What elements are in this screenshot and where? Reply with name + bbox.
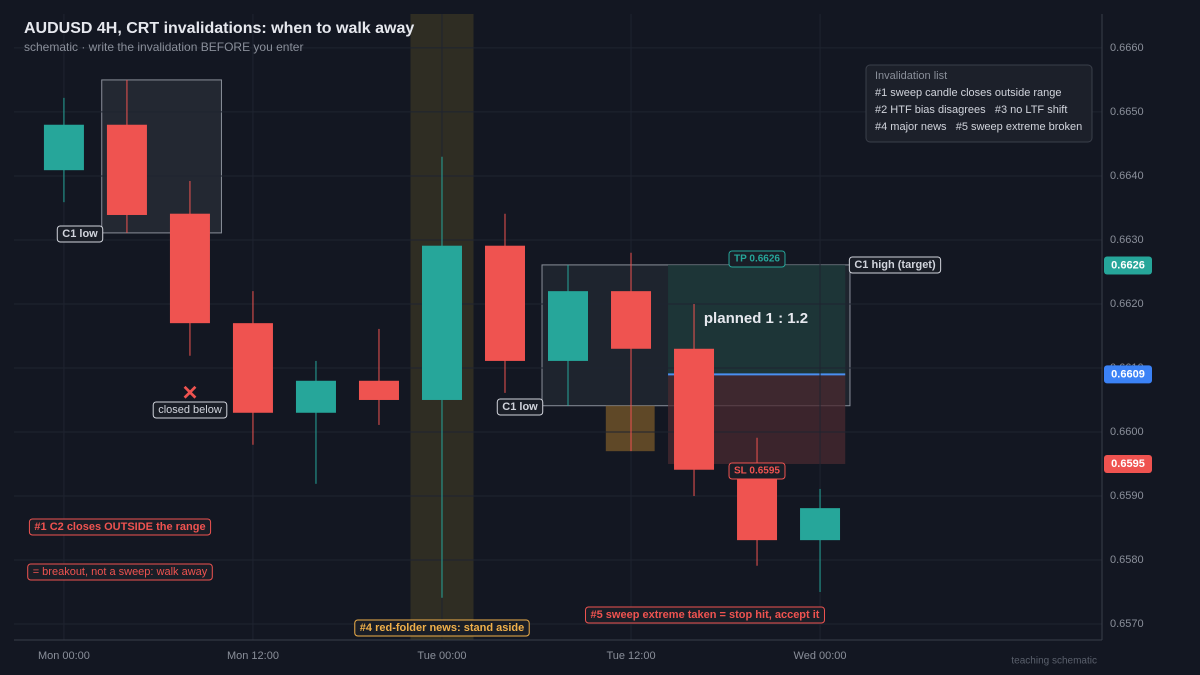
- marks: [43, 79, 841, 598]
- candle-body: [548, 291, 589, 361]
- candle-body: [232, 323, 273, 413]
- y-tick-label: 0.6620: [1110, 298, 1144, 310]
- x-tick-label: Wed 00:00: [794, 650, 847, 662]
- annotation: #1 C2 closes OUTSIDE the range: [34, 521, 205, 533]
- annotation: teaching schematic: [1011, 656, 1097, 667]
- candle-body: [43, 124, 84, 171]
- legend-item: #4 major news #5 sweep extreme broken: [875, 121, 1082, 133]
- annotation: closed below: [158, 404, 222, 416]
- annotation-box: [28, 518, 212, 536]
- y-tick-label: 0.6650: [1110, 106, 1144, 118]
- chart-title: AUDUSD 4H, CRT invalidations: when to wa…: [24, 20, 414, 37]
- candle-body: [358, 380, 399, 400]
- price-tag-label: 0.6595: [1111, 458, 1145, 470]
- candle-body: [737, 469, 778, 541]
- candle-body: [421, 245, 462, 400]
- annotation: = breakout, not a sweep: walk away: [33, 566, 208, 578]
- y-tick-label: 0.6590: [1110, 490, 1144, 502]
- legend-box: [865, 64, 1093, 143]
- annotation: C1 high (target): [854, 259, 936, 271]
- candle-body: [106, 124, 147, 215]
- annotation-box: [56, 225, 104, 243]
- legend-title: Invalidation list: [875, 70, 947, 82]
- candle-body: [484, 245, 525, 361]
- chart-subtitle: schematic · write the invalidation BEFOR…: [24, 40, 303, 54]
- price-tag-label: 0.6626: [1111, 259, 1145, 271]
- annotation-box: [848, 256, 942, 274]
- legend-item: #2 HTF bias disagrees #3 no LTF shift: [875, 104, 1067, 116]
- annotation: #5 sweep extreme taken = stop hit, accep…: [591, 609, 820, 621]
- zones: [101, 14, 851, 640]
- annotation-box: [354, 619, 530, 637]
- candle-body: [800, 508, 841, 541]
- price-tag: [1104, 256, 1152, 275]
- annotation-box: [496, 398, 544, 416]
- zone: [605, 405, 655, 452]
- annotation: C1 low: [502, 401, 538, 413]
- annotation-box: [27, 563, 213, 581]
- y-tick-label: 0.6630: [1110, 234, 1144, 246]
- cross-icon: ✕: [182, 382, 199, 404]
- y-tick-label: 0.6640: [1110, 170, 1144, 182]
- candle-body: [611, 291, 652, 349]
- x-tick-label: Tue 00:00: [417, 650, 466, 662]
- annotation: planned 1 : 1.2: [704, 310, 808, 327]
- candle-body: [169, 213, 210, 324]
- annotation-box: [728, 462, 786, 480]
- annotation-box: [728, 250, 786, 268]
- annotation: C1 low: [62, 228, 98, 240]
- y-tick-label: 0.6570: [1110, 618, 1144, 630]
- y-tick-label: 0.6600: [1110, 426, 1144, 438]
- price-tag: [1104, 454, 1152, 473]
- y-tick-label: 0.6660: [1110, 42, 1144, 54]
- labels: 0.65700.65800.65900.66000.66100.66200.66…: [27, 42, 1152, 667]
- x-tick-label: Mon 12:00: [227, 650, 279, 662]
- y-tick-label: 0.6580: [1110, 554, 1144, 566]
- annotation: SL 0.6595: [734, 466, 780, 477]
- candle-body: [295, 380, 336, 413]
- annotation-box: [585, 606, 825, 624]
- candle-body: [674, 348, 715, 470]
- legend-item: #1 sweep candle closes outside range: [875, 87, 1062, 99]
- annotation: #4 red-folder news: stand aside: [360, 622, 524, 634]
- annotation: TP 0.6626: [734, 254, 780, 265]
- x-tick-label: Tue 12:00: [606, 650, 655, 662]
- annotation-box: [152, 401, 228, 419]
- x-tick-label: Mon 00:00: [38, 650, 90, 662]
- price-tag: [1104, 365, 1152, 384]
- price-tag-label: 0.6609: [1111, 368, 1145, 380]
